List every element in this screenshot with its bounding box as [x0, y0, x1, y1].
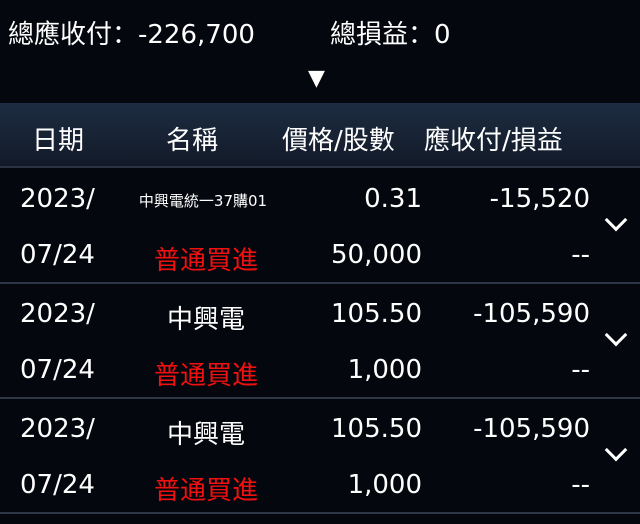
- price: 105.50: [331, 299, 422, 329]
- pnl: --: [571, 355, 590, 385]
- date-year: 2023/: [20, 299, 95, 329]
- table-row[interactable]: 2023/ 07/24 中興電 普通買進 105.50 1,000 -105,5…: [0, 400, 640, 514]
- date-year: 2023/: [20, 414, 95, 444]
- stock-name: 中興電統一37購01: [138, 192, 268, 210]
- quantity: 50,000: [331, 240, 422, 270]
- date-month-day: 07/24: [20, 240, 95, 270]
- quantity: 1,000: [347, 355, 422, 385]
- header-payable-pnl: 應收付/損益: [424, 126, 563, 156]
- expand-triangle-icon[interactable]: ▼: [308, 66, 325, 91]
- header-price-qty: 價格/股數: [282, 126, 395, 156]
- total-payable: 總應收付：-226,700: [8, 20, 255, 50]
- payable: -15,520: [489, 184, 590, 214]
- date-year: 2023/: [20, 184, 95, 214]
- table-row[interactable]: 2023/ 07/24 中興電統一37購01 普通買進 0.31 50,000 …: [0, 170, 640, 284]
- header-date: 日期: [32, 126, 85, 156]
- price: 105.50: [331, 414, 422, 444]
- price: 0.31: [364, 184, 422, 214]
- stock-name: 中興電: [166, 420, 245, 450]
- total-pnl: 總損益：0: [330, 20, 451, 50]
- pnl: --: [571, 470, 590, 500]
- order-type: 普通買進: [153, 246, 258, 276]
- payable: -105,590: [473, 414, 590, 444]
- header-name: 名稱: [166, 126, 219, 156]
- quantity: 1,000: [347, 470, 422, 500]
- table-row[interactable]: 2023/ 07/24 中興電 普通買進 105.50 1,000 -105,5…: [0, 285, 640, 399]
- date-month-day: 07/24: [20, 470, 95, 500]
- chevron-down-icon[interactable]: [604, 438, 628, 462]
- order-type: 普通買進: [153, 361, 258, 391]
- chevron-down-icon[interactable]: [604, 323, 628, 347]
- pnl: --: [571, 240, 590, 270]
- table-header: 日期 名稱 價格/股數 應收付/損益: [0, 103, 640, 168]
- order-type: 普通買進: [153, 476, 258, 506]
- date-month-day: 07/24: [20, 355, 95, 385]
- payable: -105,590: [473, 299, 590, 329]
- chevron-down-icon[interactable]: [604, 208, 628, 232]
- stock-name: 中興電: [166, 305, 245, 335]
